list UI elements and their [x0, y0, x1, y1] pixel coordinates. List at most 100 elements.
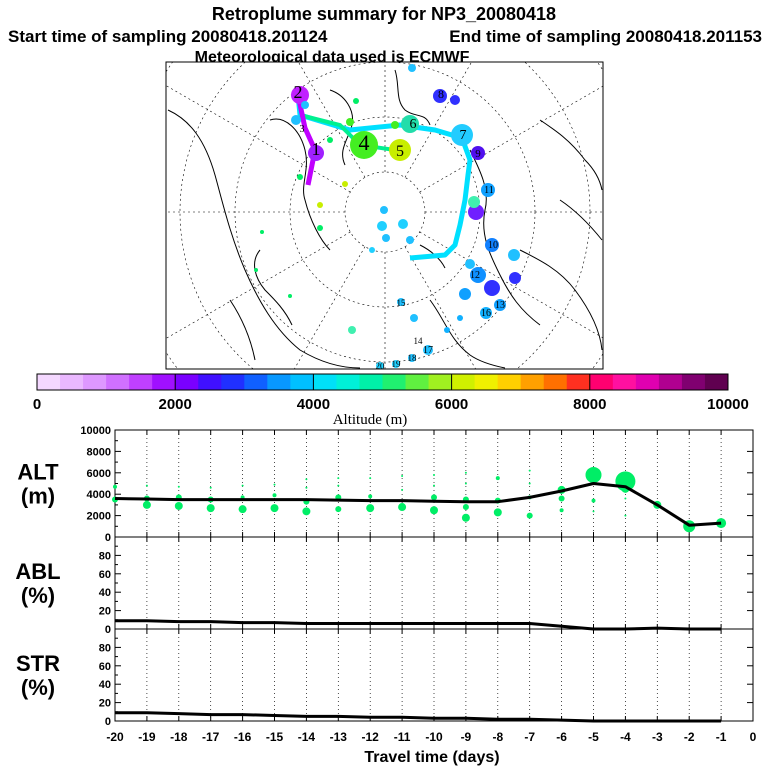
map-marker [423, 345, 433, 355]
y-tick-label: 20 [99, 698, 111, 710]
x-tick-label: -6 [556, 730, 567, 744]
map-marker [509, 272, 521, 284]
y-tick-label: 80 [99, 550, 111, 562]
str-line [115, 711, 722, 723]
map-marker [480, 307, 492, 319]
x-tick-label: -8 [492, 730, 503, 744]
map-marker [350, 131, 378, 159]
trajectory-line [295, 94, 473, 261]
altitude-point [238, 505, 247, 514]
altitude-point [591, 498, 596, 503]
map-marker [397, 298, 405, 306]
colorbar-swatch [83, 374, 107, 390]
altitude-point [558, 495, 565, 502]
colorbar-tick-label: 10000 [707, 396, 749, 413]
plume-start-line [295, 94, 318, 186]
colorbar-swatch [359, 374, 383, 390]
meridian-line [419, 231, 603, 339]
colorbar-swatch [152, 374, 176, 390]
colorbar-swatch [221, 374, 245, 390]
altitude-point [585, 466, 602, 483]
altitude-point [716, 518, 727, 529]
altitude-point [528, 469, 531, 472]
x-tick-label: -4 [620, 730, 631, 744]
colorbar-swatch [405, 374, 430, 390]
map-marker [291, 86, 309, 104]
map-marker [392, 360, 400, 368]
colorbar-swatch [635, 374, 660, 390]
coastline [229, 299, 256, 361]
altitude-point [464, 471, 467, 474]
altitude-point [177, 485, 180, 488]
altitude-median-line [114, 482, 722, 527]
map-marker [288, 294, 292, 298]
altitude-point [526, 512, 533, 519]
meridian-line [419, 85, 603, 193]
colorbar-swatch [290, 374, 314, 390]
colorbar-swatch [474, 374, 499, 390]
map-marker [408, 354, 416, 362]
altitude-point [368, 494, 373, 499]
altitude-point [398, 503, 407, 512]
altitude-point [559, 508, 564, 513]
map-markers [254, 64, 521, 369]
coastline [429, 299, 506, 369]
map-marker [465, 259, 475, 269]
altitude-point [624, 497, 627, 500]
x-tick-label: -16 [234, 730, 252, 744]
colorbar-swatch [566, 374, 591, 390]
coastline [254, 249, 293, 326]
colorbar-swatch [244, 374, 268, 390]
map-day-label: 16 [481, 308, 491, 319]
colorbar-swatch [543, 374, 568, 390]
map-day-label: 5 [396, 143, 404, 160]
map-day-label: 4 [359, 130, 370, 155]
map-marker [391, 121, 399, 129]
coastline [269, 118, 331, 251]
altitude-point [206, 504, 215, 513]
x-tick-label: -13 [330, 730, 348, 744]
coastline [559, 199, 603, 241]
y-tick-label: 40 [99, 679, 111, 691]
altitude-point [209, 486, 212, 489]
map-background [166, 62, 603, 369]
map-marker [444, 327, 450, 333]
map-marker [389, 139, 411, 161]
coastline [539, 119, 603, 191]
map-day-label: 2 [294, 82, 303, 102]
altitude-point [113, 484, 117, 489]
map-marker [450, 95, 460, 105]
map-marker [457, 315, 463, 321]
altitude-point [401, 475, 404, 478]
x-tick-label: -2 [684, 730, 695, 744]
altitude-point [142, 500, 151, 509]
altitude-point [174, 501, 183, 510]
colorbar-swatch [658, 374, 683, 390]
map-marker [433, 89, 447, 103]
colorbar-swatch [681, 374, 706, 390]
altitude-point [493, 508, 502, 517]
altitude-point [305, 478, 308, 481]
altitude-point [430, 506, 438, 515]
altitude-point [272, 493, 277, 498]
colorbar-swatch [428, 374, 453, 390]
y-tick-label: 20 [99, 606, 111, 618]
altitude-point [337, 477, 340, 480]
x-tick-label: -12 [362, 730, 380, 744]
panel-ylabel-line2: (m) [21, 484, 55, 509]
map-marker [327, 137, 333, 143]
map-day-label: 3 [300, 124, 305, 135]
panel-abl: 0 20 40 60 80 ABL(%) [15, 536, 754, 636]
map-marker [260, 230, 264, 234]
map-marker [342, 181, 348, 187]
map-marker [308, 145, 324, 161]
y-tick-label: 4000 [87, 489, 111, 501]
panel-ylabel-line1: ALT [17, 460, 59, 485]
panel-frame [114, 536, 754, 630]
altitude-point [302, 507, 311, 516]
panel-ylabel-line1: STR [16, 651, 60, 676]
map-marker [369, 247, 375, 253]
colorbar-swatch [37, 374, 61, 390]
map-marker [353, 98, 359, 104]
